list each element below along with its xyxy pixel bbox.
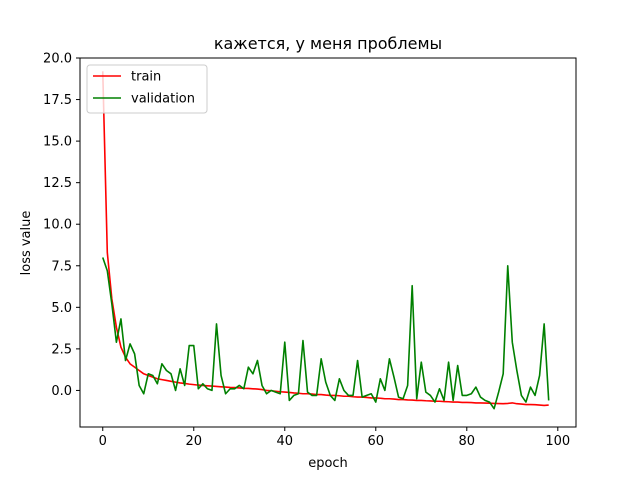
- legend-box: [86, 64, 208, 114]
- plot-frame: [79, 57, 577, 428]
- y-tick-label: 12.5: [43, 176, 72, 191]
- legend: train validation: [86, 64, 208, 114]
- x-tick-label: 40: [276, 434, 293, 449]
- y-tick-label: 10.0: [43, 218, 72, 233]
- x-tick-label: 0: [99, 434, 107, 449]
- series-layer: [101, 71, 550, 410]
- x-tick-label: 80: [459, 434, 476, 449]
- legend-label-validation: validation: [131, 92, 195, 107]
- y-tick-label: 17.5: [43, 93, 72, 108]
- x-axis-label: epoch: [308, 456, 348, 471]
- y-tick-label: 2.5: [51, 342, 72, 357]
- legend-label-train: train: [131, 70, 161, 85]
- axes-layer: 0 20 40 60 80 100 0.0 2.5 5.0 7.5 10.0 12.5 15.0 17.5…: [43, 52, 570, 450]
- y-tick-label: 20.0: [43, 52, 72, 67]
- y-tick-label: 5.0: [51, 301, 72, 316]
- chart-title: кажется, у меня проблемы: [214, 34, 442, 53]
- x-tick-label: 100: [545, 434, 570, 449]
- y-tick-label: 0.0: [51, 384, 72, 399]
- x-tick-label: 60: [368, 434, 385, 449]
- y-tick-label: 7.5: [51, 259, 72, 274]
- y-axis-label: loss value: [19, 211, 34, 276]
- series-line-validation: [101, 257, 550, 410]
- y-tick-label: 15.0: [43, 135, 72, 150]
- x-tick-label: 20: [185, 434, 202, 449]
